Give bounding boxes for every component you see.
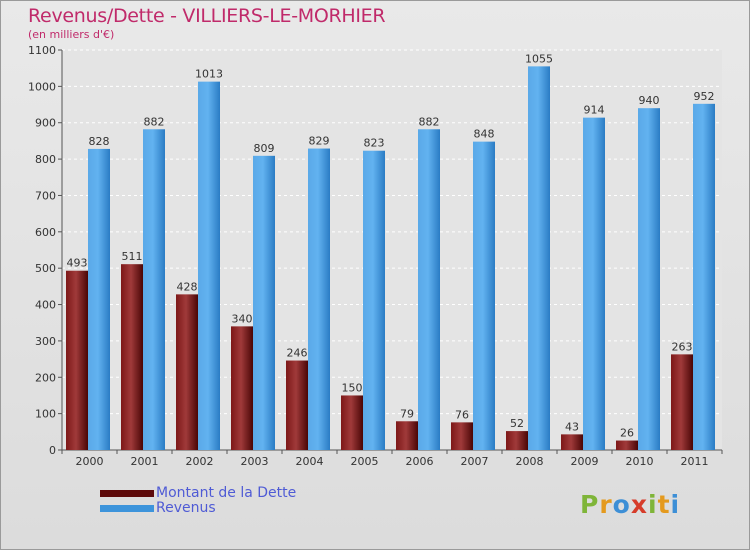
x-tick-label: 2009 xyxy=(571,455,599,468)
data-label: 848 xyxy=(474,128,495,141)
x-tick-label: 2008 xyxy=(516,455,544,468)
y-tick-label: 500 xyxy=(35,262,56,275)
bar-revenus xyxy=(88,148,110,450)
legend-swatch-debt xyxy=(100,490,154,497)
logo-letter: r xyxy=(599,490,613,519)
x-tick-label: 2006 xyxy=(406,455,434,468)
bar-revenus xyxy=(253,155,275,450)
bar-revenus xyxy=(418,129,440,451)
data-label: 1055 xyxy=(525,52,553,65)
logo-letter: x xyxy=(630,490,648,519)
x-tick-label: 2003 xyxy=(241,455,269,468)
data-label: 76 xyxy=(455,408,469,421)
data-label: 43 xyxy=(565,420,579,433)
bar-dette xyxy=(66,270,88,450)
bar-revenus xyxy=(308,148,330,450)
data-label: 828 xyxy=(89,135,110,148)
x-tick-label: 2010 xyxy=(626,455,654,468)
y-tick-label: 800 xyxy=(35,153,56,166)
data-label: 952 xyxy=(694,90,715,103)
logo-letter: t xyxy=(657,490,671,519)
legend-label-revenus: Revenus xyxy=(156,500,216,516)
data-label: 940 xyxy=(639,94,660,107)
plot-area xyxy=(62,50,722,450)
legend-swatch-revenus xyxy=(100,505,154,512)
proxiti-logo: Proxiti xyxy=(580,490,680,519)
data-label: 52 xyxy=(510,417,524,430)
data-label: 79 xyxy=(400,407,414,420)
x-tick-label: 2002 xyxy=(186,455,214,468)
data-label: 340 xyxy=(232,312,253,325)
y-tick-label: 700 xyxy=(35,189,56,202)
bar-revenus xyxy=(363,150,385,450)
x-tick-label: 2000 xyxy=(76,455,104,468)
bar-revenus xyxy=(528,66,550,450)
bar-dette xyxy=(121,264,143,450)
bar-dette xyxy=(286,360,308,450)
y-tick-label: 200 xyxy=(35,371,56,384)
bar-dette xyxy=(671,354,693,450)
y-tick-label: 1100 xyxy=(28,44,56,57)
y-tick-label: 300 xyxy=(35,335,56,348)
x-tick-label: 2007 xyxy=(461,455,489,468)
bar-revenus xyxy=(693,103,715,451)
data-label: 809 xyxy=(254,142,275,155)
logo-letter: i xyxy=(670,490,681,519)
x-tick-label: 2005 xyxy=(351,455,379,468)
bar-dette xyxy=(561,434,583,450)
data-label: 428 xyxy=(177,280,198,293)
bar-revenus xyxy=(143,129,165,451)
y-tick-label: 0 xyxy=(49,444,56,457)
x-tick-label: 2011 xyxy=(681,455,709,468)
y-tick-label: 400 xyxy=(35,299,56,312)
data-label: 263 xyxy=(672,340,693,353)
logo-letter: P xyxy=(580,490,600,519)
bar-dette xyxy=(506,431,528,450)
data-label: 914 xyxy=(584,104,605,117)
bar-revenus xyxy=(473,141,495,451)
y-tick-label: 600 xyxy=(35,226,56,239)
bar-dette xyxy=(616,440,638,450)
legend-label-debt: Montant de la Dette xyxy=(156,485,297,501)
logo-letter: i xyxy=(648,490,658,519)
data-label: 882 xyxy=(419,115,440,128)
data-label: 829 xyxy=(309,135,330,148)
logo-letter: o xyxy=(612,490,631,519)
bar-dette xyxy=(451,422,473,450)
y-tick-label: 1000 xyxy=(28,80,56,93)
bar-revenus xyxy=(638,108,660,450)
bar-dette xyxy=(176,294,198,450)
bar-dette xyxy=(396,421,418,450)
bar-revenus xyxy=(198,81,220,451)
data-label: 1013 xyxy=(195,68,223,81)
data-label: 823 xyxy=(364,137,385,150)
y-tick-label: 100 xyxy=(35,408,56,421)
bar-dette xyxy=(231,326,253,450)
bar-revenus xyxy=(583,117,605,451)
data-label: 882 xyxy=(144,115,165,128)
chart-title: Revenus/Dette - VILLIERS-LE-MORHIER xyxy=(28,5,386,27)
bar-dette xyxy=(341,395,363,450)
data-label: 150 xyxy=(342,381,363,394)
data-label: 511 xyxy=(122,250,143,263)
data-label: 246 xyxy=(287,347,308,360)
data-label: 26 xyxy=(620,427,634,440)
data-label: 493 xyxy=(67,257,88,270)
chart-subtitle: (en milliers d'€) xyxy=(28,28,115,41)
x-tick-label: 2001 xyxy=(131,455,159,468)
y-tick-label: 900 xyxy=(35,117,56,130)
x-tick-label: 2004 xyxy=(296,455,324,468)
